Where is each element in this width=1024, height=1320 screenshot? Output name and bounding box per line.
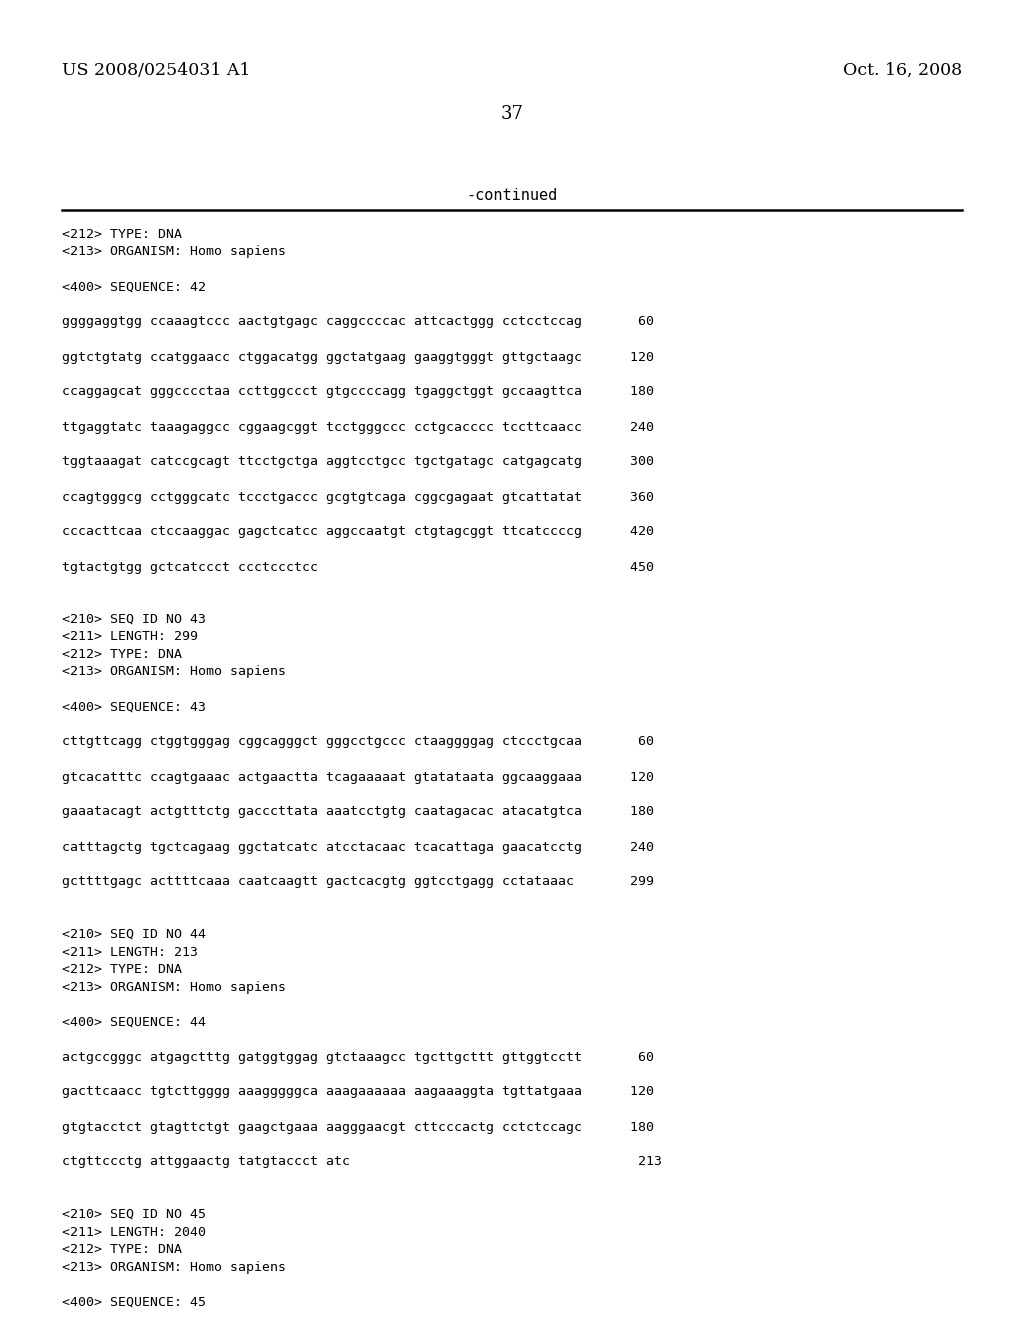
Text: cttgttcagg ctggtgggag cggcagggct gggcctgccc ctaaggggag ctccctgcaa       60: cttgttcagg ctggtgggag cggcagggct gggcctg… [62, 735, 654, 748]
Text: gaaatacagt actgtttctg gacccttata aaatcctgtg caatagacac atacatgtca      180: gaaatacagt actgtttctg gacccttata aaatcct… [62, 805, 654, 818]
Text: <213> ORGANISM: Homo sapiens: <213> ORGANISM: Homo sapiens [62, 1261, 286, 1274]
Text: <212> TYPE: DNA: <212> TYPE: DNA [62, 228, 182, 242]
Text: tggtaaagat catccgcagt ttcctgctga aggtcctgcc tgctgatagc catgagcatg      300: tggtaaagat catccgcagt ttcctgctga aggtcct… [62, 455, 654, 469]
Text: gcttttgagc acttttcaaa caatcaagtt gactcacgtg ggtcctgagg cctataaac       299: gcttttgagc acttttcaaa caatcaagtt gactcac… [62, 875, 654, 888]
Text: <211> LENGTH: 2040: <211> LENGTH: 2040 [62, 1225, 206, 1238]
Text: ggtctgtatg ccatggaacc ctggacatgg ggctatgaag gaaggtgggt gttgctaagc      120: ggtctgtatg ccatggaacc ctggacatgg ggctatg… [62, 351, 654, 363]
Text: <212> TYPE: DNA: <212> TYPE: DNA [62, 1243, 182, 1257]
Text: <210> SEQ ID NO 44: <210> SEQ ID NO 44 [62, 928, 206, 941]
Text: catttagctg tgctcagaag ggctatcatc atcctacaac tcacattaga gaacatcctg      240: catttagctg tgctcagaag ggctatcatc atcctac… [62, 841, 654, 854]
Text: <210> SEQ ID NO 43: <210> SEQ ID NO 43 [62, 612, 206, 626]
Text: 37: 37 [501, 106, 523, 123]
Text: gtgtacctct gtagttctgt gaagctgaaa aagggaacgt cttcccactg cctctccagc      180: gtgtacctct gtagttctgt gaagctgaaa aagggaa… [62, 1121, 654, 1134]
Text: <400> SEQUENCE: 45: <400> SEQUENCE: 45 [62, 1295, 206, 1308]
Text: US 2008/0254031 A1: US 2008/0254031 A1 [62, 62, 251, 79]
Text: gtcacatttc ccagtgaaac actgaactta tcagaaaaat gtatataata ggcaaggaaa      120: gtcacatttc ccagtgaaac actgaactta tcagaaa… [62, 771, 654, 784]
Text: <400> SEQUENCE: 43: <400> SEQUENCE: 43 [62, 701, 206, 714]
Text: Oct. 16, 2008: Oct. 16, 2008 [843, 62, 962, 79]
Text: ccaggagcat gggcccctaa ccttggccct gtgccccagg tgaggctggt gccaagttca      180: ccaggagcat gggcccctaa ccttggccct gtgcccc… [62, 385, 654, 399]
Text: <212> TYPE: DNA: <212> TYPE: DNA [62, 964, 182, 975]
Text: <211> LENGTH: 299: <211> LENGTH: 299 [62, 631, 198, 644]
Text: gacttcaacc tgtcttgggg aaagggggca aaagaaaaaa aagaaaggta tgttatgaaa      120: gacttcaacc tgtcttgggg aaagggggca aaagaaa… [62, 1085, 654, 1098]
Text: -continued: -continued [466, 187, 558, 203]
Text: <210> SEQ ID NO 45: <210> SEQ ID NO 45 [62, 1208, 206, 1221]
Text: actgccgggc atgagctttg gatggtggag gtctaaagcc tgcttgcttt gttggtcctt       60: actgccgggc atgagctttg gatggtggag gtctaaa… [62, 1051, 654, 1064]
Text: ggggaggtgg ccaaagtccc aactgtgagc caggccccac attcactggg cctcctccag       60: ggggaggtgg ccaaagtccc aactgtgagc caggccc… [62, 315, 654, 329]
Text: <211> LENGTH: 213: <211> LENGTH: 213 [62, 945, 198, 958]
Text: tgtactgtgg gctcatccct ccctccctcc                                       450: tgtactgtgg gctcatccct ccctccctcc 450 [62, 561, 654, 573]
Text: <213> ORGANISM: Homo sapiens: <213> ORGANISM: Homo sapiens [62, 981, 286, 994]
Text: <213> ORGANISM: Homo sapiens: <213> ORGANISM: Homo sapiens [62, 665, 286, 678]
Text: ctgttccctg attggaactg tatgtaccct atc                                    213: ctgttccctg attggaactg tatgtaccct atc 213 [62, 1155, 662, 1168]
Text: ccagtgggcg cctgggcatc tccctgaccc gcgtgtcaga cggcgagaat gtcattatat      360: ccagtgggcg cctgggcatc tccctgaccc gcgtgtc… [62, 491, 654, 503]
Text: <213> ORGANISM: Homo sapiens: <213> ORGANISM: Homo sapiens [62, 246, 286, 259]
Text: <212> TYPE: DNA: <212> TYPE: DNA [62, 648, 182, 661]
Text: <400> SEQUENCE: 44: <400> SEQUENCE: 44 [62, 1015, 206, 1028]
Text: <400> SEQUENCE: 42: <400> SEQUENCE: 42 [62, 281, 206, 293]
Text: cccacttcaa ctccaaggac gagctcatcc aggccaatgt ctgtagcggt ttcatccccg      420: cccacttcaa ctccaaggac gagctcatcc aggccaa… [62, 525, 654, 539]
Text: ttgaggtatc taaagaggcc cggaagcggt tcctgggccc cctgcacccc tccttcaacc      240: ttgaggtatc taaagaggcc cggaagcggt tcctggg… [62, 421, 654, 433]
